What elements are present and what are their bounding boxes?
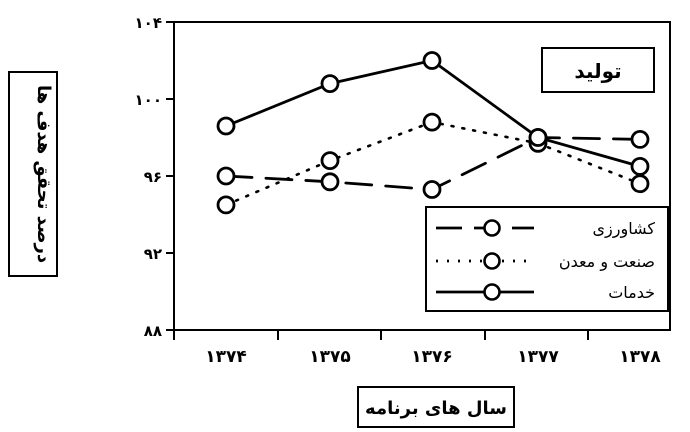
legend-label: کشاورزی	[593, 219, 656, 239]
x-tick-label: ۱۳۷۵	[309, 347, 351, 367]
y-tick-label: ۱۰۰	[135, 91, 162, 109]
x-tick-label: ۱۳۷۶	[411, 347, 453, 367]
legend: کشاورزی صنعت و معدن خدمات	[425, 206, 669, 312]
x-axis-label-box: سال های برنامه	[357, 386, 515, 428]
data-point	[422, 112, 442, 132]
data-point	[630, 129, 650, 149]
x-tick-label: ۱۳۷۸	[619, 347, 661, 367]
x-tick-label: ۱۳۷۷	[517, 347, 559, 367]
data-point	[422, 180, 442, 199]
series-points	[216, 51, 650, 215]
x-axis: ۱۳۷۴ ۱۳۷۵ ۱۳۷۶ ۱۳۷۷ ۱۳۷۸	[173, 330, 661, 367]
y-tick-label: ۱۰۴	[135, 14, 162, 32]
x-axis-label: سال های برنامه	[365, 398, 507, 419]
y-axis-label-box: درصد تحقق هدف ها	[8, 71, 58, 277]
chart-title: تولید	[574, 59, 621, 83]
data-point	[216, 195, 236, 215]
data-point	[216, 116, 236, 136]
data-point	[320, 74, 340, 93]
legend-label: خدمات	[608, 283, 655, 302]
legend-marker	[483, 219, 501, 237]
y-tick-label: ۹۶	[144, 168, 162, 186]
data-point	[320, 172, 340, 192]
chart-title-box: تولید	[541, 47, 655, 93]
y-tick-label: ۹۲	[144, 245, 162, 263]
y-axis-label: درصد تحقق هدف ها	[33, 85, 54, 263]
legend-marker	[483, 283, 501, 301]
data-point	[320, 151, 340, 171]
data-point	[630, 156, 650, 176]
y-axis: ۸۸ ۹۲ ۹۶ ۱۰۰ ۱۰۴	[135, 14, 174, 340]
data-point	[422, 51, 442, 70]
legend-label: صنعت و معدن	[559, 252, 655, 272]
y-tick-label: ۸۸	[144, 322, 162, 340]
data-point	[528, 128, 548, 147]
data-point	[630, 174, 650, 194]
legend-marker	[483, 252, 501, 270]
data-point	[216, 166, 236, 186]
x-tick-label: ۱۳۷۴	[205, 347, 247, 367]
